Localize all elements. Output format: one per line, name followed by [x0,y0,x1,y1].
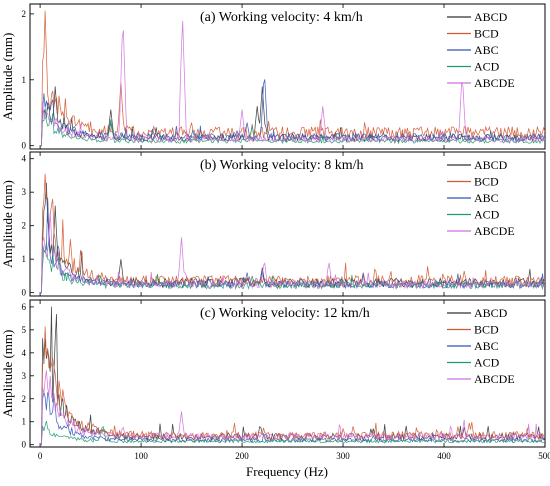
panel-title: (a) Working velocity: 4 km/h [200,10,363,25]
panels-layer: 0 1 2 (a) Working velocity: 4 km/h Amplitude… [0,3,550,461]
y-tick-label: 1 [22,254,27,264]
panel-3: 0 1 2 3 4 5 6 0 100 200 300 400 500 (c) Working veloc… [0,299,550,461]
y-tick-label: 4 [22,348,27,358]
x-tick-label: 500 [538,451,550,461]
y-tick-label: 4 [22,154,27,164]
legend-label: ABCDE [474,224,515,238]
legend-label: ABC [474,191,499,205]
legend-label: ABCD [474,306,508,320]
x-tick-label: 200 [235,451,249,461]
legend-label: ACD [474,60,500,74]
legend-label: BCD [474,27,499,41]
y-tick-label: 2 [22,221,27,231]
series-group [40,306,545,446]
y-tick-label: 1 [22,417,27,427]
panel-1: 0 1 2 (a) Working velocity: 4 km/h Amplitude… [0,3,546,151]
legend: ABCD BCD ABC ACD ABCDE [447,306,515,386]
y-axis-label: Amplitude (mm) [0,33,15,121]
x-tick-label: 100 [134,451,148,461]
y-tick-label: 3 [22,187,27,197]
legend: ABCD BCD ABC ACD ABCDE [447,10,515,90]
x-tick-label: 300 [336,451,350,461]
legend-label: ABCDE [474,76,515,90]
legend-label: ACD [474,208,500,222]
plot-frame [29,299,546,448]
series-line-abc [40,79,545,147]
x-tick-label: 0 [38,451,43,461]
series-line-abcde [40,212,545,294]
legend-label: BCD [474,175,499,189]
series-group [40,173,545,294]
y-tick-label: 6 [22,302,27,312]
x-axis-label: Frequency (Hz) [246,464,328,479]
panel-2: 0 1 2 3 4 (b) Working velocity: 8 km/h Amplitu… [0,151,546,298]
y-tick-label: 2 [22,394,27,404]
legend-label: ABCD [474,10,508,24]
series-line-acd [40,420,545,446]
y-tick-label: 0 [22,141,27,151]
plot-frame [29,151,546,297]
y-axis-label: Amplitude (mm) [0,180,15,268]
y-tick-label: 1 [22,75,27,85]
series-line-abcd [40,86,545,147]
y-tick-label: 0 [22,440,27,450]
panel-title: (b) Working velocity: 8 km/h [200,158,363,173]
legend-label: ACD [474,356,500,370]
y-tick-label: 3 [22,371,27,381]
legend: ABCD BCD ABC ACD ABCDE [447,158,515,238]
y-tick-label: 5 [22,325,27,335]
y-axis-label: Amplitude (mm) [0,330,15,418]
series-line-abcde [40,20,545,147]
x-tick-label: 400 [437,451,451,461]
series-line-acd [40,109,545,147]
y-tick-label: 2 [22,9,27,19]
series-line-abcde [40,370,545,446]
series-group [40,10,545,147]
y-tick-label: 0 [22,288,27,298]
legend-label: ABCD [474,158,508,172]
legend-label: BCD [474,323,499,337]
panel-title: (c) Working velocity: 12 km/h [200,306,370,321]
legend-label: ABC [474,339,499,353]
series-line-bcd [40,10,545,147]
legend-label: ABCDE [474,372,515,386]
legend-label: ABC [474,43,499,57]
